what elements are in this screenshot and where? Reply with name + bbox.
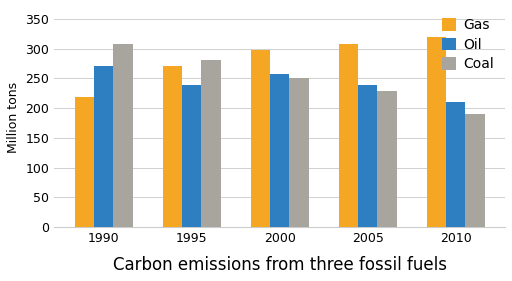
Legend: Gas, Oil, Coal: Gas, Oil, Coal	[438, 14, 498, 75]
Bar	[75, 98, 94, 227]
X-axis label: Carbon emissions from three fossil fuels: Carbon emissions from three fossil fuels	[113, 256, 446, 274]
Bar	[250, 50, 270, 227]
Bar	[182, 85, 201, 227]
Bar	[377, 91, 397, 227]
Bar	[426, 37, 446, 227]
Bar	[289, 78, 309, 227]
Bar	[114, 44, 133, 227]
Bar	[358, 85, 377, 227]
Bar	[270, 74, 289, 227]
Bar	[163, 66, 182, 227]
Bar	[338, 44, 358, 227]
Bar	[465, 114, 484, 227]
Bar	[201, 60, 221, 227]
Y-axis label: Million tons: Million tons	[7, 81, 20, 153]
Bar	[94, 66, 114, 227]
Bar	[446, 102, 465, 227]
